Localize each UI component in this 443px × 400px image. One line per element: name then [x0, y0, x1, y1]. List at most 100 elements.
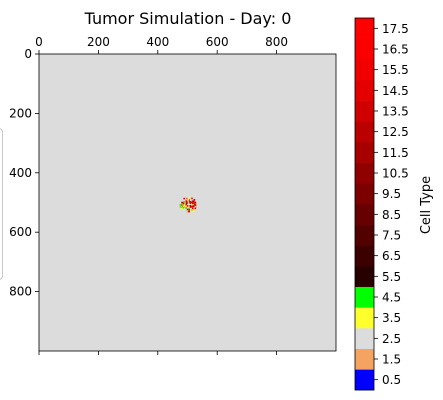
tumor-cell [186, 201, 188, 203]
axes-frame [38, 53, 337, 352]
colorbar: 0.5 1.5 2.5 3.5 4.5 5.5 6.5 7.5 8.5 9.5 10.5 11.5 12… [354, 17, 409, 391]
colorbar-tick-label: 4.5 [382, 291, 401, 305]
y-tick-label: 800 [9, 285, 32, 299]
colorbar-segment [355, 162, 374, 184]
colorbar-frame [354, 17, 375, 391]
tumor-cell [186, 210, 189, 213]
colorbar-segment [355, 348, 374, 370]
tumor-cell [191, 210, 194, 212]
colorbar-tick-label: 15.5 [382, 63, 409, 77]
tumor-cell [180, 207, 183, 210]
colorbar-label: Cell Type [419, 176, 434, 234]
tumor-cell [189, 205, 191, 207]
tumor-cell [190, 201, 193, 204]
tumor-cell [181, 201, 183, 204]
colorbar-tick-label: 14.5 [382, 84, 409, 98]
colorbar-segment [355, 183, 374, 205]
tumor-cell [186, 198, 189, 200]
colorbar-segment [355, 121, 374, 143]
tumor-cell [180, 206, 182, 209]
tumor-cell [189, 208, 192, 211]
tumor-cell [193, 199, 196, 201]
x-tick-label: 800 [265, 35, 288, 49]
colorbar-tick-label: 0.5 [382, 373, 401, 387]
tumor-cell [193, 205, 196, 207]
colorbar-segment [355, 369, 374, 391]
tumor-cell [185, 202, 188, 204]
x-tick-label: 0 [35, 35, 43, 49]
tumor-cell [192, 202, 194, 205]
tumor-cell [194, 203, 196, 206]
colorbar-tick-label: 16.5 [382, 43, 409, 57]
x-tick-label: 400 [146, 35, 169, 49]
tumor-cell [194, 201, 197, 204]
tumor-cell [188, 208, 190, 211]
colorbar-segment [355, 38, 374, 60]
colorbar-segment [355, 142, 374, 163]
colorbar-segment [355, 224, 374, 246]
tumor-cell [190, 205, 193, 208]
tumor-cluster [179, 196, 197, 213]
colorbar-tick-label: 11.5 [382, 146, 409, 160]
tumor-cell [192, 205, 194, 208]
x-tick-label: 600 [206, 35, 229, 49]
colorbar-segment [355, 286, 374, 308]
tumor-cell [195, 206, 197, 208]
colorbar-segment [355, 59, 374, 81]
colorbar-segment [355, 204, 374, 225]
x-tick-label: 200 [87, 35, 110, 49]
tumor-cell [188, 210, 190, 213]
colorbar-segment [355, 18, 374, 39]
tumor-cell [194, 207, 197, 210]
tumor-cell [192, 200, 195, 203]
colorbar-tick-label: 1.5 [382, 353, 401, 367]
colorbar-tick-label: 13.5 [382, 105, 409, 119]
tumor-cell [179, 204, 182, 206]
colorbar-segment [355, 328, 374, 349]
tumor-cell [186, 205, 189, 207]
tumor-cell [189, 202, 192, 205]
colorbar-tick-label: 8.5 [382, 208, 401, 222]
y-tick-label: 600 [9, 225, 32, 239]
colorbar-tick-label: 2.5 [382, 332, 401, 346]
chart-title: Tumor Simulation - Day: 0 [84, 9, 292, 28]
colorbar-tick-label: 5.5 [382, 270, 401, 284]
tumor-cell [195, 202, 197, 205]
tumor-cell [185, 207, 187, 209]
tumor-cell [193, 202, 195, 205]
colorbar-segment [355, 307, 374, 329]
tumor-cell [191, 209, 194, 212]
colorbar-tick-label: 3.5 [382, 311, 401, 325]
colorbar-tick-label: 10.5 [382, 167, 409, 181]
colorbar-tick-label: 9.5 [382, 187, 401, 201]
colorbar-segment [355, 266, 374, 287]
tumor-cell [182, 206, 184, 209]
y-tick-label: 400 [9, 166, 32, 180]
tumor-cell [183, 206, 186, 208]
colorbar-tick-label: 12.5 [382, 125, 409, 139]
tumor-cell [183, 197, 185, 200]
tumor-cell [186, 208, 189, 211]
tumor-cell [182, 204, 184, 206]
tumor-cell [189, 201, 191, 203]
y-tick-label: 200 [9, 106, 32, 120]
tumor-cell [189, 196, 191, 199]
colorbar-segment [355, 80, 374, 101]
colorbar-tick-label: 7.5 [382, 229, 401, 243]
y-tick-label: 0 [24, 47, 32, 61]
colorbar-segment [355, 100, 374, 122]
tumor-cell [184, 206, 187, 208]
tumor-cell [192, 204, 195, 206]
plot-area: 0 200 400 600 800 0 200 400 600 800 [9, 35, 337, 355]
tumor-cell [191, 197, 193, 200]
tumor-cell [192, 208, 194, 211]
colorbar-tick-label: 17.5 [382, 22, 409, 36]
tumor-cell [187, 197, 190, 199]
colorbar-segment [355, 245, 374, 267]
colorbar-tick-label: 6.5 [382, 249, 401, 263]
tumor-cell [183, 201, 185, 203]
tumor-cell [192, 207, 194, 209]
tumor-cell [182, 203, 185, 205]
tumor-cell [185, 204, 187, 207]
